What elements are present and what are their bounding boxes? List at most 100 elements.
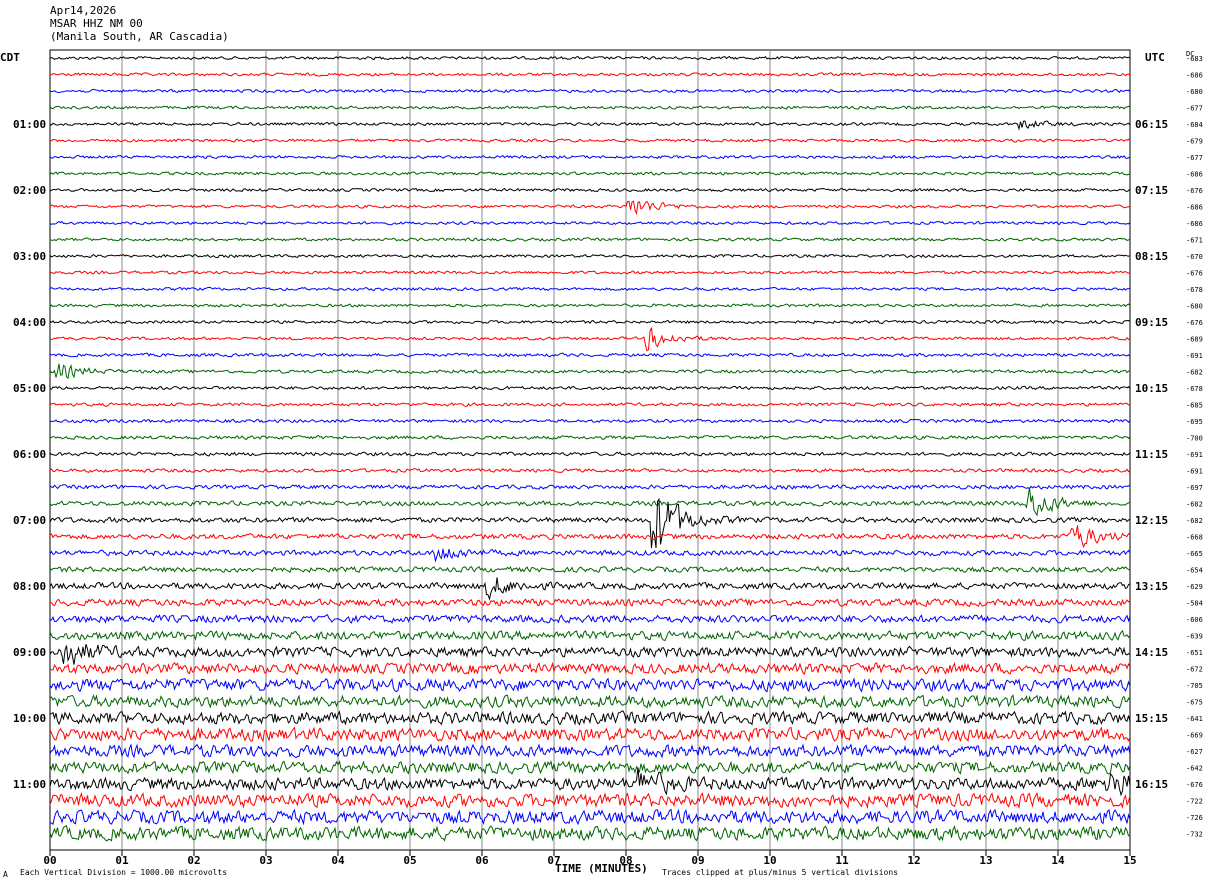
seismic-trace [49, 694, 1131, 709]
x-tick-label: 03 [259, 854, 272, 867]
corner-mark: A [3, 870, 8, 879]
seismic-trace [49, 363, 1131, 380]
seismic-trace [49, 327, 1131, 352]
utc-time-label: 12:15 [1135, 514, 1168, 527]
utc-time-label: 08:15 [1135, 250, 1168, 263]
seismic-trace [49, 629, 1131, 642]
cdt-time-label: 04:00 [13, 316, 46, 329]
header-station: MSAR HHZ NM 00 [50, 17, 143, 30]
dc-offset-label: -665 [1186, 550, 1203, 558]
seismic-trace [49, 808, 1131, 826]
dc-offset-label: -684 [1186, 121, 1203, 129]
seismic-trace [49, 710, 1131, 726]
cdt-time-label: 05:00 [13, 382, 46, 395]
utc-time-label: 11:15 [1135, 448, 1168, 461]
x-tick-label: 11 [835, 854, 849, 867]
x-tick-label: 13 [979, 854, 992, 867]
plot-frame [49, 49, 1131, 851]
seismic-trace [49, 120, 1131, 131]
seismic-trace [49, 451, 1131, 457]
seismic-trace [49, 418, 1131, 424]
dc-offset-label: -670 [1186, 253, 1203, 261]
seismic-trace [49, 614, 1131, 624]
dc-offset-label: -677 [1186, 105, 1203, 113]
dc-title: DC [1186, 50, 1195, 58]
seismic-trace [49, 253, 1131, 259]
dc-offset-label: -629 [1186, 583, 1203, 591]
utc-time-label: 16:15 [1135, 778, 1168, 791]
dc-offset-label: -691 [1186, 352, 1203, 360]
x-tick-label: 06 [475, 854, 489, 867]
division-note: Each Vertical Division = 1000.00 microvo… [20, 868, 228, 877]
dc-offset-label: -675 [1186, 699, 1203, 707]
dc-offset-label: -722 [1186, 798, 1203, 806]
x-tick-label: 05 [403, 854, 416, 867]
left-axis-title: CDT [0, 51, 20, 64]
x-tick-label: 10 [763, 854, 776, 867]
dc-offset-label: -686 [1186, 72, 1203, 80]
seismic-trace [49, 303, 1131, 308]
dc-offset-label: -680 [1186, 88, 1203, 96]
seismic-trace [49, 220, 1131, 226]
utc-time-label: 09:15 [1135, 316, 1168, 329]
dc-offset-label: -676 [1186, 187, 1203, 195]
dc-offset-label: -627 [1186, 748, 1203, 756]
x-tick-label: 00 [43, 854, 56, 867]
seismic-trace [49, 435, 1131, 441]
dc-offset-label: -691 [1186, 468, 1203, 476]
seismic-trace [49, 237, 1131, 242]
x-tick-label: 02 [187, 854, 200, 867]
x-axis-title: TIME (MINUTES) [555, 862, 648, 875]
dc-offset-label: -683 [1186, 55, 1203, 63]
seismic-trace [49, 154, 1131, 160]
seismic-trace [49, 72, 1131, 77]
dc-offset-label: -686 [1186, 204, 1203, 212]
seismic-trace [49, 565, 1131, 574]
cdt-time-label: 02:00 [13, 184, 46, 197]
dc-offset-label: -682 [1186, 517, 1203, 525]
dc-offset-label: -686 [1186, 171, 1203, 179]
seismic-trace [49, 200, 1131, 216]
dc-offset-label: -654 [1186, 567, 1203, 575]
dc-offset-label: -679 [1186, 138, 1203, 146]
cdt-time-label: 07:00 [13, 514, 46, 527]
x-tick-label: 08 [619, 854, 632, 867]
x-tick-label: 04 [331, 854, 345, 867]
label-group: 00 01 02 03 04 05 06 07 08 09 10 11 12 13 14 15 -683 -686… [13, 55, 1203, 867]
dc-offset-label: -700 [1186, 435, 1203, 443]
seismic-trace [49, 767, 1131, 797]
dc-offset-label: -672 [1186, 666, 1203, 674]
seismic-trace [49, 791, 1131, 809]
seismic-trace [49, 661, 1131, 676]
seismic-trace [49, 760, 1131, 775]
seismic-trace [49, 577, 1131, 601]
dc-offset-label: -676 [1186, 781, 1203, 789]
seismic-trace [49, 171, 1131, 176]
cdt-time-label: 01:00 [13, 118, 46, 131]
right-axis-title: UTC [1145, 51, 1165, 64]
seismic-trace [49, 105, 1131, 110]
dc-offset-label: -606 [1186, 616, 1203, 624]
seismic-trace [50, 88, 1131, 94]
seismic-trace [49, 825, 1131, 842]
x-tick-label: 15 [1123, 854, 1136, 867]
cdt-time-label: 11:00 [13, 778, 46, 791]
seismic-trace [49, 55, 1131, 61]
seismic-trace [49, 402, 1131, 407]
dc-offset-label: -689 [1186, 336, 1203, 344]
seismic-trace [49, 270, 1131, 275]
dc-offset-label: -682 [1186, 501, 1203, 509]
x-tick-label: 09 [691, 854, 704, 867]
seismic-trace [49, 726, 1131, 743]
dc-offset-label: -678 [1186, 385, 1203, 393]
seismic-trace [49, 138, 1131, 143]
x-tick-label: 14 [1051, 854, 1065, 867]
dc-offset-label: -677 [1186, 154, 1203, 162]
cdt-time-label: 08:00 [13, 580, 46, 593]
dc-offset-label: -676 [1186, 270, 1203, 278]
seismic-trace [49, 548, 1131, 563]
utc-time-label: 14:15 [1135, 646, 1168, 659]
plot-header: Apr14,2026 MSAR HHZ NM 00 (Manila South,… [50, 4, 229, 43]
x-tick-label: 01 [115, 854, 129, 867]
